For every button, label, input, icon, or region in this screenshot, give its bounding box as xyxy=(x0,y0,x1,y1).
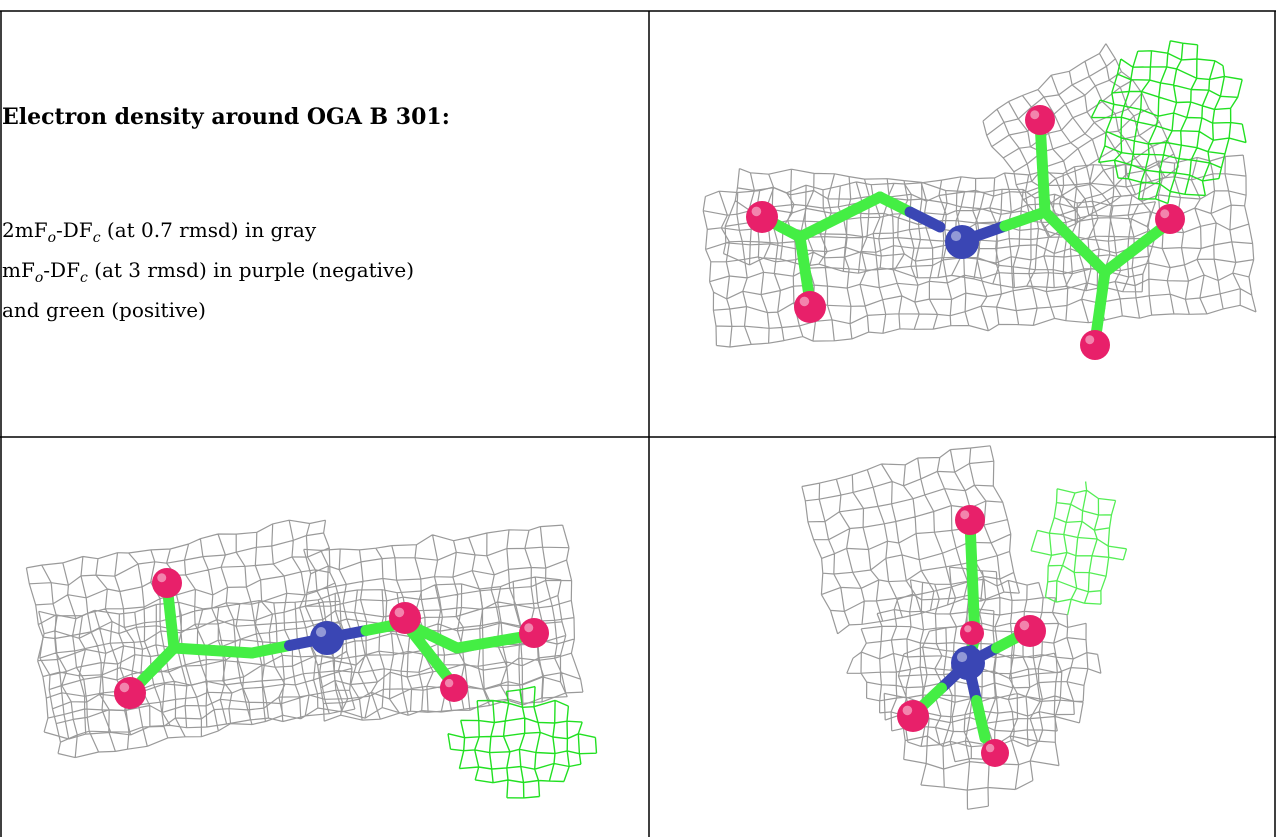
oxygen-atom-highlight xyxy=(799,296,810,307)
mesh-wireframe xyxy=(1030,481,1128,616)
bond-stick xyxy=(451,636,501,654)
bond-stick xyxy=(207,645,258,659)
green-mesh xyxy=(447,685,598,799)
bond-stick xyxy=(1099,241,1143,278)
green-mesh xyxy=(1090,40,1247,205)
caption-cell: Electron density around OGA B 301: 2mFo-… xyxy=(2,12,649,437)
caption-line-1: 2mFo-DFc (at 0.7 rmsd) in gray xyxy=(2,214,649,254)
bond-stick xyxy=(971,695,991,744)
oxygen-atom xyxy=(1155,204,1185,234)
oxygen-atom-highlight xyxy=(985,743,995,753)
oxygen-atom xyxy=(746,201,778,233)
oxygen-atom-highlight xyxy=(960,510,970,520)
oxygen-atom xyxy=(960,621,984,645)
density-view-bottom-left xyxy=(2,438,649,837)
bond-stick xyxy=(904,206,946,233)
oxygen-atom xyxy=(1014,615,1046,647)
density-render-1 xyxy=(702,40,1257,360)
caption-line-2-c: -DF xyxy=(43,258,80,282)
caption-line-3: and green (positive) xyxy=(2,298,206,322)
oxygen-atom xyxy=(440,674,468,702)
nitrogen-atom xyxy=(310,621,344,655)
oxygen-atom-highlight xyxy=(751,206,762,217)
caption-line-1-sub-c: c xyxy=(92,230,101,246)
oxygen-atom xyxy=(981,739,1009,767)
caption-line-2-sub-c: c xyxy=(79,270,88,286)
oxygen-atom xyxy=(897,700,929,732)
caption-line-2-a: mF xyxy=(2,258,35,282)
ligand-model xyxy=(897,505,1046,767)
density-view-top-right xyxy=(650,12,1274,437)
caption-text: 2mFo-DFc (at 0.7 rmsd) in gray mFo-DFc (… xyxy=(2,214,649,326)
caption-line-2-e: (at 3 rmsd) in purple (negative) xyxy=(87,258,414,282)
ligand-model xyxy=(746,105,1185,360)
caption-title: Electron density around OGA B 301: xyxy=(2,104,450,130)
oxygen-atom-highlight xyxy=(394,607,405,618)
caption-line-1-e: (at 0.7 rmsd) in gray xyxy=(100,218,317,242)
nitrogen-atom xyxy=(945,225,979,259)
oxygen-atom-highlight xyxy=(1030,110,1040,120)
bond-stick xyxy=(1094,266,1111,313)
bond-stick xyxy=(834,191,886,223)
density-view-bottom-right xyxy=(650,438,1274,837)
oxygen-atom xyxy=(1080,330,1110,360)
bond-stick xyxy=(1037,161,1051,218)
nitrogen-atom-highlight xyxy=(956,651,968,663)
oxygen-atom-highlight xyxy=(1160,209,1170,219)
oxygen-atom-highlight xyxy=(119,682,130,693)
mesh-wireframe xyxy=(447,685,598,799)
oxygen-atom xyxy=(1025,105,1055,135)
mesh-wireframe xyxy=(37,576,568,740)
oxygen-atom-highlight xyxy=(964,625,972,633)
ligand-model xyxy=(114,568,549,709)
bond-stick xyxy=(168,642,219,656)
green-mesh xyxy=(1030,481,1128,616)
nitrogen-atom-highlight xyxy=(315,626,327,638)
oxygen-atom-highlight xyxy=(902,705,913,716)
mesh-wireframe xyxy=(25,519,356,759)
bond-stick xyxy=(1039,206,1081,248)
oxygen-atom xyxy=(519,618,549,648)
density-render-3 xyxy=(801,445,1128,810)
density-render-2 xyxy=(25,519,598,799)
oxygen-atom xyxy=(794,291,826,323)
caption-line-1-c: -DF xyxy=(56,218,93,242)
caption-line-2-sub-o: o xyxy=(34,270,44,286)
bond-stick xyxy=(874,191,916,218)
oxygen-atom-highlight xyxy=(524,623,534,633)
mesh-wireframe xyxy=(1090,40,1247,205)
oxygen-atom-highlight xyxy=(1019,620,1030,631)
oxygen-atom-highlight xyxy=(444,678,454,688)
bond-stick xyxy=(999,206,1051,232)
caption-line-1-sub-o: o xyxy=(47,230,57,246)
nitrogen-atom xyxy=(951,646,985,680)
mesh-wireframe xyxy=(801,445,1020,635)
gray-mesh xyxy=(702,43,1257,348)
caption-line-2: mFo-DFc (at 3 rmsd) in purple (negative) xyxy=(2,254,649,294)
oxygen-atom xyxy=(152,568,182,598)
oxygen-atom-highlight xyxy=(1085,335,1095,345)
nitrogen-atom-highlight xyxy=(950,230,962,242)
oxygen-atom xyxy=(955,505,985,535)
bond-stick xyxy=(246,640,295,659)
bond-stick xyxy=(1069,236,1111,278)
caption-line-1-a: 2mF xyxy=(2,218,48,242)
bond-stick xyxy=(794,211,846,243)
oxygen-atom-highlight xyxy=(157,573,167,583)
oxygen-atom xyxy=(389,602,421,634)
oxygen-atom xyxy=(114,677,146,709)
